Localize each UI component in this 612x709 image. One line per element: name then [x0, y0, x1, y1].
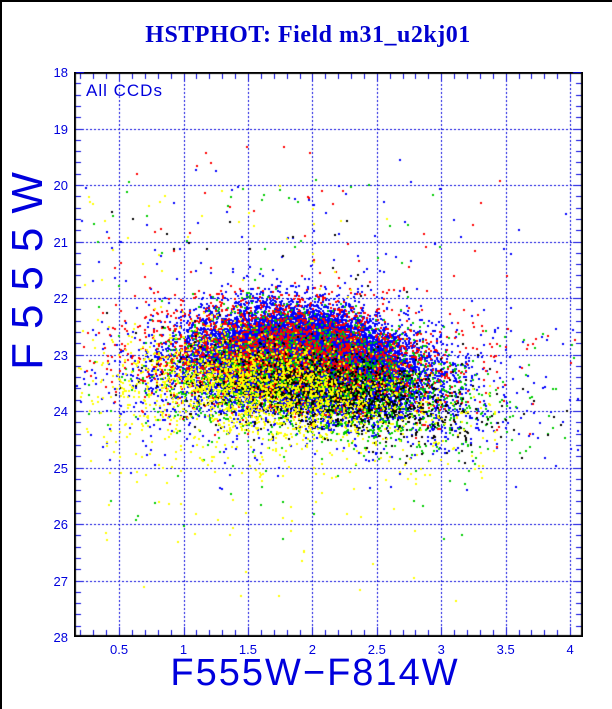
x-tick-label: 2 — [308, 642, 316, 657]
y-tick-label: 23 — [53, 347, 68, 363]
y-tick-label: 24 — [53, 404, 68, 419]
x-tick-label: 1 — [179, 642, 188, 657]
x-tick-label: 2.5 — [367, 642, 386, 657]
x-axis-label: F555W−F814W — [170, 652, 460, 694]
y-tick-label: 28 — [53, 630, 68, 645]
page-title: HSTPHOT: Field m31_u2kj01 — [145, 22, 471, 48]
x-tick-label: 3.5 — [496, 642, 515, 657]
y-tick-label: 18 — [53, 65, 68, 80]
ccd-annotation: All CCDs — [86, 81, 163, 100]
x-tick-label: 0.5 — [110, 642, 129, 657]
y-tick-label: 20 — [53, 178, 68, 193]
y-tick-label: 19 — [53, 121, 68, 137]
x-tick-label: 3 — [437, 642, 445, 657]
y-tick-label: 22 — [53, 291, 68, 306]
x-tick-label: 4 — [566, 642, 574, 657]
x-tick-label: 1.5 — [238, 642, 257, 657]
y-tick-label: 27 — [53, 573, 68, 589]
y-tick-label: 21 — [53, 234, 68, 250]
y-tick-label: 25 — [53, 460, 68, 476]
y-tick-label: 26 — [53, 517, 68, 532]
cmd-scatter-canvas — [74, 72, 583, 637]
